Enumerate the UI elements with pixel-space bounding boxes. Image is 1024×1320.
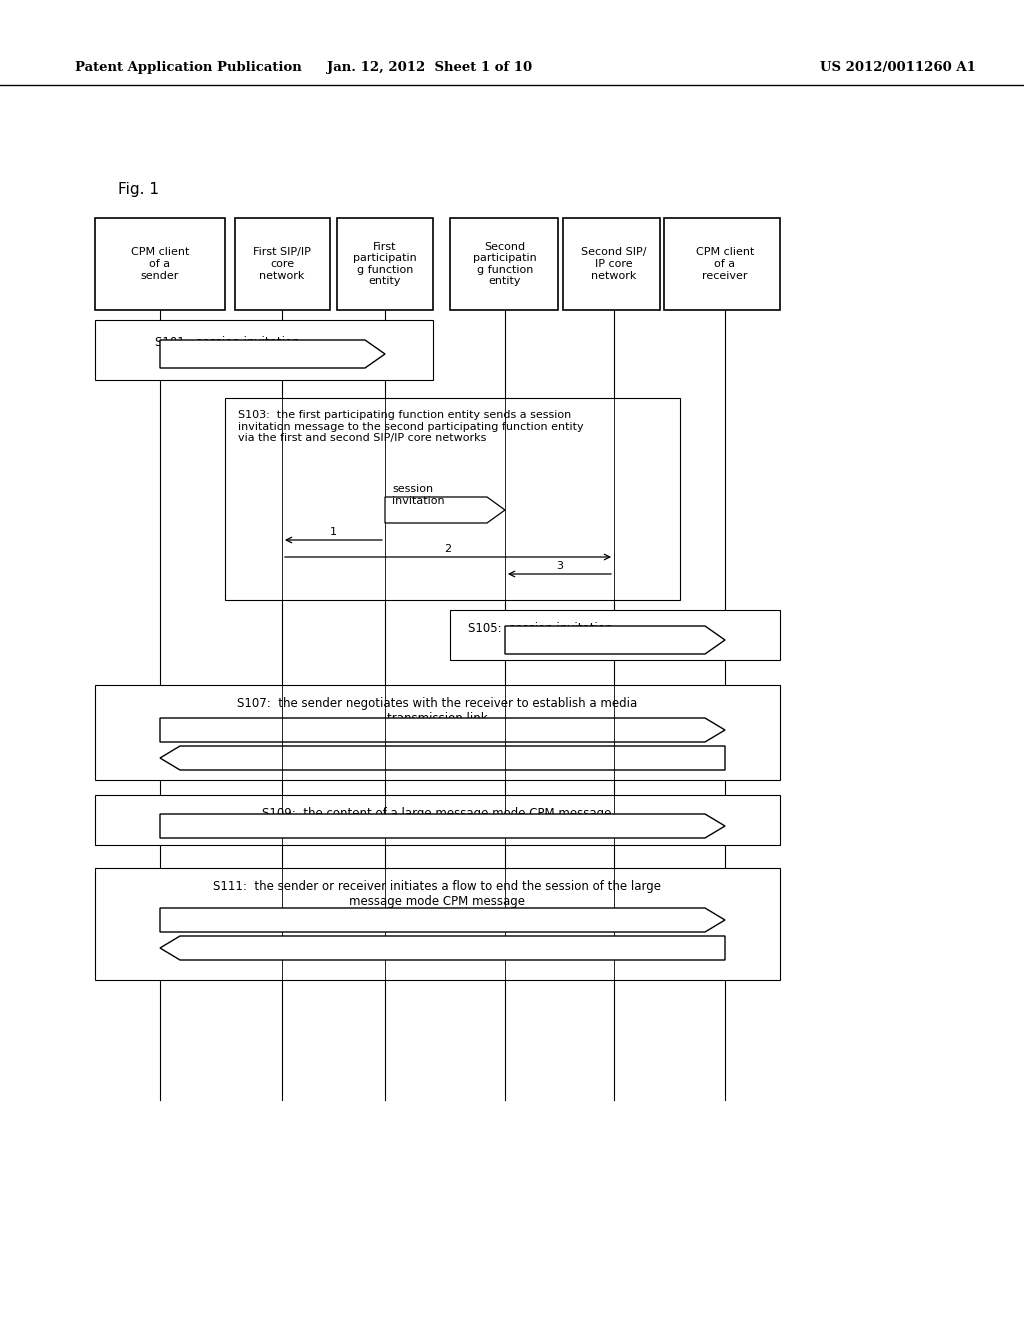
Text: S105:  session invitation: S105: session invitation xyxy=(468,622,612,635)
Text: Patent Application Publication: Patent Application Publication xyxy=(75,62,302,74)
Text: Second SIP/
IP core
network: Second SIP/ IP core network xyxy=(582,247,647,281)
Text: S109:  the content of a large message mode CPM message: S109: the content of a large message mod… xyxy=(262,807,611,820)
Bar xyxy=(95,319,433,380)
Text: First
participatin
g function
entity: First participatin g function entity xyxy=(353,242,417,286)
Bar xyxy=(450,218,558,310)
Polygon shape xyxy=(160,746,725,770)
Text: 3: 3 xyxy=(556,561,563,572)
Polygon shape xyxy=(160,814,725,838)
Polygon shape xyxy=(160,341,385,368)
Polygon shape xyxy=(160,936,725,960)
Text: S107:  the sender negotiates with the receiver to establish a media
transmission: S107: the sender negotiates with the rec… xyxy=(237,697,637,725)
Bar xyxy=(95,685,780,780)
Polygon shape xyxy=(160,908,725,932)
Text: First SIP/IP
core
network: First SIP/IP core network xyxy=(253,247,311,281)
Bar xyxy=(95,869,780,979)
Polygon shape xyxy=(505,626,725,653)
Text: Fig. 1: Fig. 1 xyxy=(118,182,159,197)
Text: session
invitation: session invitation xyxy=(392,484,444,506)
Text: 2: 2 xyxy=(444,544,452,554)
Polygon shape xyxy=(385,498,505,523)
Text: CPM client
of a
sender: CPM client of a sender xyxy=(131,247,189,281)
Text: 1: 1 xyxy=(330,527,337,537)
Bar xyxy=(95,218,225,310)
Text: S111:  the sender or receiver initiates a flow to end the session of the large
m: S111: the sender or receiver initiates a… xyxy=(213,880,662,908)
Text: Second
participatin
g function
entity: Second participatin g function entity xyxy=(473,242,537,286)
Bar xyxy=(234,218,330,310)
Bar xyxy=(225,399,680,601)
Bar xyxy=(450,610,780,660)
Text: S101:  session invitation: S101: session invitation xyxy=(155,335,300,348)
Polygon shape xyxy=(160,718,725,742)
Bar xyxy=(95,795,780,845)
Text: S103:  the first participating function entity sends a session
invitation messag: S103: the first participating function e… xyxy=(238,411,584,444)
Bar xyxy=(337,218,433,310)
Text: CPM client
of a
receiver: CPM client of a receiver xyxy=(696,247,755,281)
Bar xyxy=(664,218,780,310)
Text: US 2012/0011260 A1: US 2012/0011260 A1 xyxy=(820,62,976,74)
Text: Jan. 12, 2012  Sheet 1 of 10: Jan. 12, 2012 Sheet 1 of 10 xyxy=(328,62,532,74)
Bar xyxy=(563,218,660,310)
